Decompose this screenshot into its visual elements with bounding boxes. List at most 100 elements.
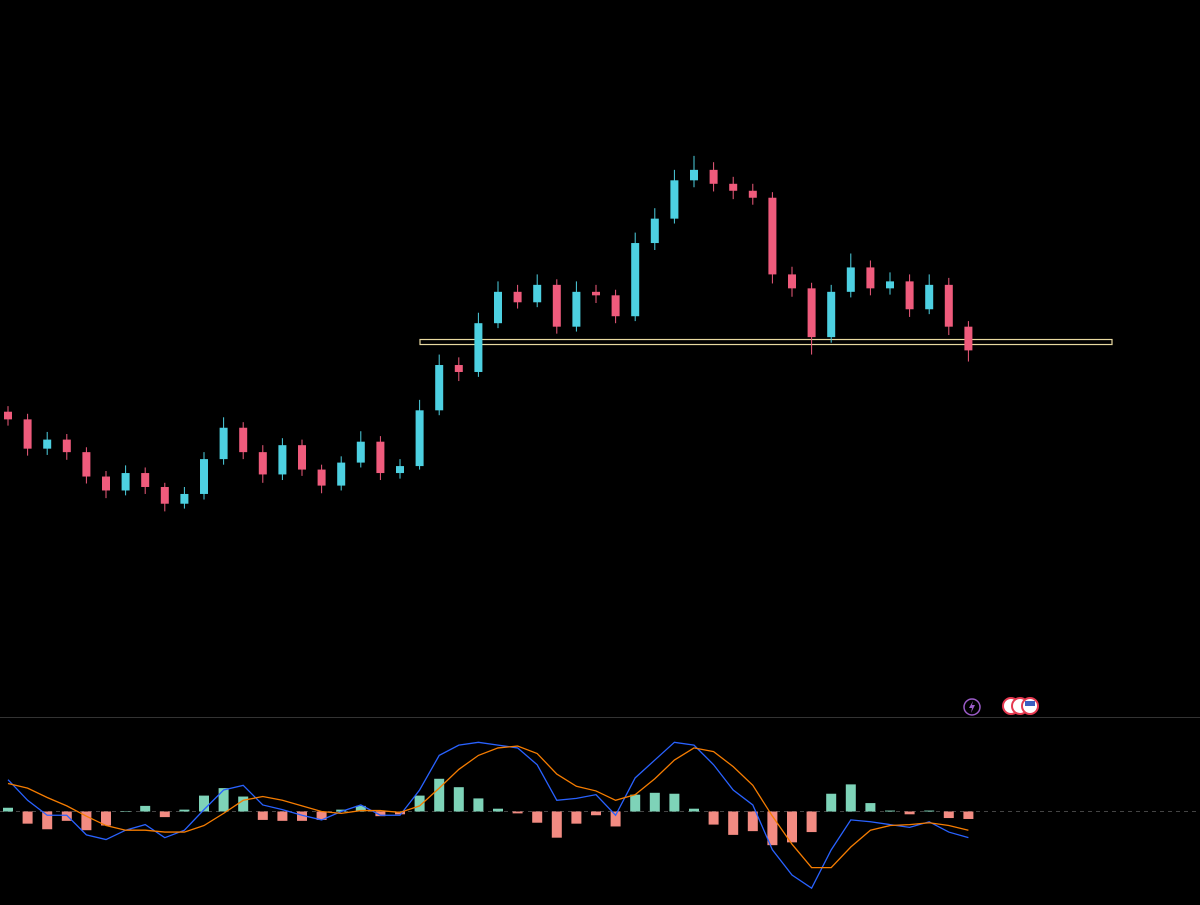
candle-body xyxy=(239,427,248,453)
candle-body xyxy=(631,243,640,317)
histogram-bar xyxy=(747,811,758,832)
histogram-bar xyxy=(81,811,92,831)
candle-body xyxy=(709,169,718,184)
histogram-bar xyxy=(61,811,72,821)
candle-body xyxy=(690,169,698,181)
candle-body xyxy=(768,197,777,275)
candle-body xyxy=(670,180,679,219)
histogram-bar xyxy=(728,811,739,835)
candle-body xyxy=(748,190,757,198)
candle-body xyxy=(866,267,875,289)
candle-body xyxy=(533,284,542,303)
candle-body xyxy=(474,323,483,372)
histogram-bar xyxy=(101,811,111,826)
histogram-bar xyxy=(845,784,856,812)
histogram-bar xyxy=(316,811,327,820)
histogram-bar xyxy=(963,811,974,819)
histogram-bar xyxy=(630,794,641,812)
signal-line xyxy=(7,745,969,869)
candle-body xyxy=(925,284,934,310)
candle-body xyxy=(611,295,620,317)
histogram-bar xyxy=(512,811,523,814)
candle-body xyxy=(141,473,150,487)
histogram-bar xyxy=(355,805,366,812)
candle-body xyxy=(415,410,424,467)
candle-body xyxy=(964,326,973,351)
candle-body xyxy=(278,445,287,475)
histogram-bar xyxy=(571,811,582,824)
candle-body xyxy=(944,284,953,327)
histogram-bar xyxy=(767,811,778,846)
histogram-bar xyxy=(199,795,209,812)
candle-body xyxy=(905,281,914,310)
histogram-bar xyxy=(865,803,876,812)
histogram-bar xyxy=(218,788,229,812)
histogram-bar xyxy=(159,811,170,818)
histogram-bar xyxy=(238,796,249,812)
histogram-bar xyxy=(669,793,680,812)
histogram-bar xyxy=(885,810,895,812)
candle-body xyxy=(513,291,522,303)
histogram-bar xyxy=(120,811,131,812)
histogram-bar xyxy=(414,795,425,812)
histogram-bar xyxy=(277,811,288,821)
lightning-icon[interactable] xyxy=(963,698,981,716)
candle-body xyxy=(494,291,502,324)
candle-body xyxy=(592,291,600,296)
histogram-bar xyxy=(336,809,347,812)
candle-body xyxy=(298,445,306,470)
candle-body xyxy=(82,452,91,477)
macd-line xyxy=(7,741,969,890)
candle-body xyxy=(102,476,110,491)
histogram-bar xyxy=(904,811,915,815)
candle-body xyxy=(729,183,738,191)
candle-body xyxy=(180,493,189,504)
candle-body xyxy=(886,281,894,289)
candle-body xyxy=(827,291,836,338)
histogram-bar xyxy=(453,787,464,812)
histogram-bar xyxy=(787,811,797,843)
histogram-bar xyxy=(473,798,484,812)
candle-body xyxy=(572,291,581,327)
candle-body xyxy=(4,411,12,420)
candle-body xyxy=(356,441,365,463)
candle-body xyxy=(376,441,385,474)
candle-body xyxy=(160,486,169,504)
histogram-bar xyxy=(493,808,503,812)
histogram-bar xyxy=(924,810,935,812)
histogram-bar xyxy=(826,793,837,812)
event-icons xyxy=(963,697,1039,716)
histogram-bar xyxy=(434,778,445,812)
candle-body xyxy=(650,218,659,244)
histogram-bar xyxy=(649,792,660,812)
candle-body xyxy=(23,419,32,449)
histogram-bar xyxy=(689,808,699,812)
histogram-bar xyxy=(375,811,386,817)
candle-body xyxy=(807,288,816,338)
candle-body xyxy=(337,462,346,486)
candle-body xyxy=(552,284,561,327)
histogram-bar xyxy=(943,811,954,819)
histogram-bar xyxy=(806,811,817,833)
candle-body xyxy=(121,473,130,491)
histogram-bar xyxy=(532,811,543,823)
candle-body xyxy=(435,365,444,411)
candle-body xyxy=(846,267,855,292)
candle-body xyxy=(219,427,228,460)
candle-body xyxy=(43,439,52,449)
candle-body xyxy=(258,452,267,475)
candle-body xyxy=(454,365,463,372)
candle-body xyxy=(788,274,796,289)
candle-body xyxy=(200,459,208,494)
histogram-bar xyxy=(591,811,601,816)
histogram-bar xyxy=(551,811,562,838)
histogram-bar xyxy=(257,811,268,820)
histogram-bar xyxy=(610,811,621,827)
candle-body xyxy=(396,466,404,474)
flag-canton xyxy=(1025,701,1035,706)
histogram-bar xyxy=(708,811,719,825)
candle-body xyxy=(62,439,71,453)
histogram-bar xyxy=(3,807,13,812)
